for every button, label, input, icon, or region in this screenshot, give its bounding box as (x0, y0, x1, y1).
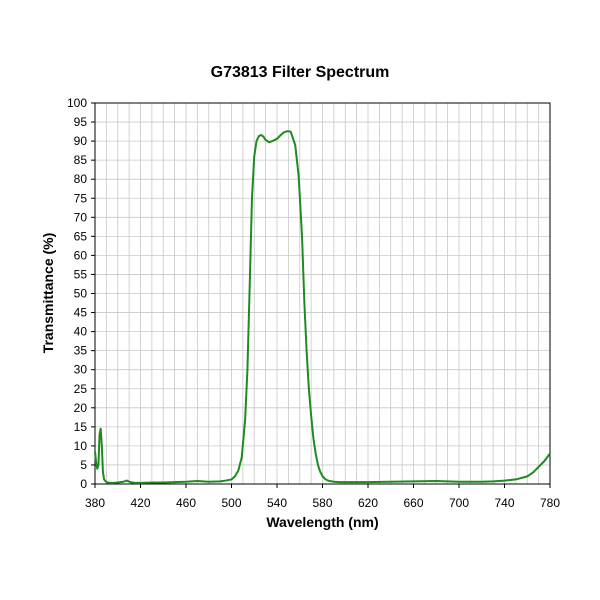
y-tick-label: 80 (74, 172, 88, 186)
x-axis-ticks: 380 420 460 500 540 580 620 660 700 740 780 (85, 484, 560, 510)
x-tick-label: 620 (358, 496, 378, 510)
y-tick-label: 35 (74, 344, 88, 358)
x-tick-label: 460 (176, 496, 196, 510)
y-tick-label: 0 (80, 477, 87, 491)
y-tick-label: 60 (74, 248, 88, 262)
y-tick-label: 15 (74, 420, 88, 434)
y-tick-label: 75 (74, 191, 88, 205)
y-tick-label: 40 (74, 325, 88, 339)
chart-title: G73813 Filter Spectrum (210, 64, 390, 81)
y-axis-ticks: 0 5 10 15 20 25 30 35 40 45 50 55 60 65 70 75 80 85 90 95 10… (67, 96, 95, 491)
series-line (94, 130, 551, 484)
y-tick-label: 20 (74, 401, 88, 415)
y-tick-label: 30 (74, 363, 88, 377)
x-tick-label: 580 (312, 496, 332, 510)
x-tick-label: 660 (403, 496, 423, 510)
x-tick-label: 420 (130, 496, 150, 510)
y-tick-label: 70 (74, 210, 88, 224)
y-tick-label: 100 (67, 96, 87, 110)
y-tick-label: 65 (74, 229, 88, 243)
x-tick-label: 780 (540, 496, 560, 510)
y-tick-label: 5 (80, 458, 87, 472)
y-tick-label: 25 (74, 382, 88, 396)
x-tick-label: 540 (267, 496, 287, 510)
y-axis-label: Transmittance (%) (40, 232, 56, 354)
y-tick-label: 10 (74, 439, 88, 453)
x-tick-label: 700 (449, 496, 469, 510)
y-tick-label: 95 (74, 115, 88, 129)
y-tick-label: 45 (74, 306, 88, 320)
y-tick-label: 55 (74, 267, 88, 281)
x-tick-label: 500 (221, 496, 241, 510)
x-tick-label: 740 (494, 496, 514, 510)
x-axis-label: Wavelength (nm) (266, 514, 379, 530)
grid-lines (95, 103, 550, 484)
x-tick-label: 380 (85, 496, 105, 510)
y-tick-label: 85 (74, 153, 88, 167)
y-tick-label: 50 (74, 287, 88, 301)
y-tick-label: 90 (74, 134, 88, 148)
